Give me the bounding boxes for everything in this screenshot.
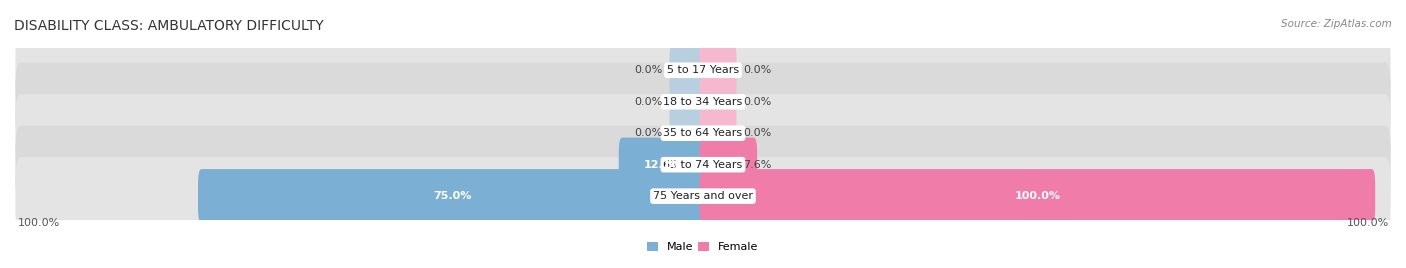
- Text: 65 to 74 Years: 65 to 74 Years: [664, 160, 742, 170]
- Text: 100.0%: 100.0%: [1347, 218, 1389, 228]
- Text: 0.0%: 0.0%: [634, 97, 662, 107]
- FancyBboxPatch shape: [700, 106, 737, 160]
- FancyBboxPatch shape: [700, 169, 1375, 223]
- FancyBboxPatch shape: [15, 31, 1391, 109]
- FancyBboxPatch shape: [700, 75, 737, 129]
- Text: 0.0%: 0.0%: [634, 128, 662, 138]
- Text: 75 Years and over: 75 Years and over: [652, 191, 754, 201]
- FancyBboxPatch shape: [15, 94, 1391, 172]
- FancyBboxPatch shape: [700, 43, 737, 97]
- Text: 100.0%: 100.0%: [17, 218, 59, 228]
- Text: 5 to 17 Years: 5 to 17 Years: [666, 65, 740, 75]
- Text: 75.0%: 75.0%: [433, 191, 471, 201]
- Text: 0.0%: 0.0%: [744, 128, 772, 138]
- FancyBboxPatch shape: [198, 169, 706, 223]
- FancyBboxPatch shape: [669, 43, 706, 97]
- Legend: Male, Female: Male, Female: [647, 242, 759, 252]
- Text: 0.0%: 0.0%: [634, 65, 662, 75]
- Text: 12.1%: 12.1%: [643, 160, 682, 170]
- Text: 0.0%: 0.0%: [744, 97, 772, 107]
- Text: 18 to 34 Years: 18 to 34 Years: [664, 97, 742, 107]
- FancyBboxPatch shape: [669, 75, 706, 129]
- FancyBboxPatch shape: [700, 138, 758, 192]
- FancyBboxPatch shape: [15, 126, 1391, 204]
- Text: 7.6%: 7.6%: [744, 160, 772, 170]
- Text: 0.0%: 0.0%: [744, 65, 772, 75]
- Text: 100.0%: 100.0%: [1015, 191, 1060, 201]
- FancyBboxPatch shape: [669, 106, 706, 160]
- Text: DISABILITY CLASS: AMBULATORY DIFFICULTY: DISABILITY CLASS: AMBULATORY DIFFICULTY: [14, 19, 323, 33]
- FancyBboxPatch shape: [15, 63, 1391, 141]
- FancyBboxPatch shape: [619, 138, 706, 192]
- Text: Source: ZipAtlas.com: Source: ZipAtlas.com: [1281, 19, 1392, 29]
- FancyBboxPatch shape: [15, 157, 1391, 235]
- Text: 35 to 64 Years: 35 to 64 Years: [664, 128, 742, 138]
